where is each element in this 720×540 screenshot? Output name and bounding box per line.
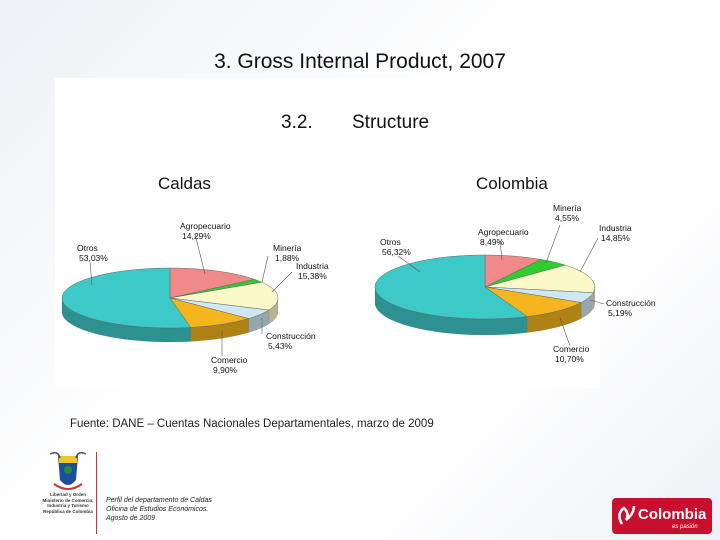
slice-value-label: 15,38% xyxy=(298,271,327,281)
leader-line xyxy=(559,317,571,347)
slice-label: Comercio xyxy=(553,344,590,354)
chart-title-colombia: Colombia xyxy=(476,174,548,193)
pie-slice xyxy=(484,264,596,293)
footer-note: Perfil del departamento de Caldas Oficin… xyxy=(106,496,212,523)
leader-line xyxy=(499,240,503,261)
brand-name: Colombia xyxy=(638,506,707,523)
footer-note-line: Oficina de Estudios Económicos. xyxy=(106,506,209,513)
pie-slice xyxy=(374,254,528,320)
slice-value-label: 1,88% xyxy=(275,253,300,263)
leader-line xyxy=(589,299,605,305)
slice-label: Agropecuario xyxy=(478,227,529,237)
leader-line xyxy=(89,261,93,286)
coat-of-arms-logo xyxy=(49,451,87,490)
slice-label: Minería xyxy=(553,203,582,213)
pie-slice xyxy=(484,286,583,317)
pie-slice xyxy=(61,267,192,329)
slice-value-label: 14,85% xyxy=(601,233,630,243)
ministry-line: Libertad y Orden xyxy=(49,492,86,497)
slice-value-label: 5,43% xyxy=(268,341,293,351)
slice-value-label: 10,70% xyxy=(555,354,584,364)
leader-line xyxy=(579,237,599,273)
slice-value-label: 14,29% xyxy=(182,231,211,241)
chart-title-caldas: Caldas xyxy=(158,174,211,193)
slice-value-label: 5,19% xyxy=(608,308,633,318)
footer-note-line: Agosto de 2009 xyxy=(106,515,156,522)
footer-divider xyxy=(96,452,97,534)
source-note: Fuente: DANE – Cuentas Nacionales Depart… xyxy=(70,418,434,430)
slice-value-label: 56,32% xyxy=(382,247,411,257)
section-title: Structure xyxy=(352,112,430,133)
leader-line xyxy=(194,233,206,275)
pie-slice xyxy=(169,267,256,299)
ministry-line: Industria y Turismo xyxy=(47,503,89,508)
slice-value-label: 9,90% xyxy=(213,365,238,375)
section-number: 3.2. xyxy=(281,112,313,133)
brand-tagline: es pasión xyxy=(672,524,698,530)
slice-label: Otros xyxy=(380,237,401,247)
slice-value-label: 53,03% xyxy=(79,253,108,263)
slice-value-label: 8,49% xyxy=(480,237,505,247)
leader-line xyxy=(397,255,421,273)
leader-line xyxy=(261,255,269,283)
ministry-text: Libertad y Orden Ministerio de Comercio,… xyxy=(28,492,108,514)
ministry-line: Ministerio de Comercio, xyxy=(42,497,94,503)
colombia-brand-logo xyxy=(612,498,712,534)
slide-title: 3. Gross Internal Product, 2007 xyxy=(214,50,506,73)
slice-label: Industria xyxy=(599,223,632,233)
slice-label: Industria xyxy=(296,261,329,271)
leader-line xyxy=(545,224,561,264)
slice-label: Comercio xyxy=(211,355,248,365)
slice-label: Construcción xyxy=(266,331,316,341)
leader-line xyxy=(271,271,293,293)
footer-note-line: Perfil del departamento de Caldas xyxy=(106,497,212,504)
ministry-line: República de Colombia xyxy=(43,508,93,514)
slice-label: Minería xyxy=(273,243,302,253)
slice-label: Construcción xyxy=(606,298,656,308)
slice-label: Otros xyxy=(77,243,98,253)
slice-label: Agropecuario xyxy=(180,221,231,231)
slice-value-label: 4,55% xyxy=(555,213,580,223)
pie-slice xyxy=(169,281,279,311)
